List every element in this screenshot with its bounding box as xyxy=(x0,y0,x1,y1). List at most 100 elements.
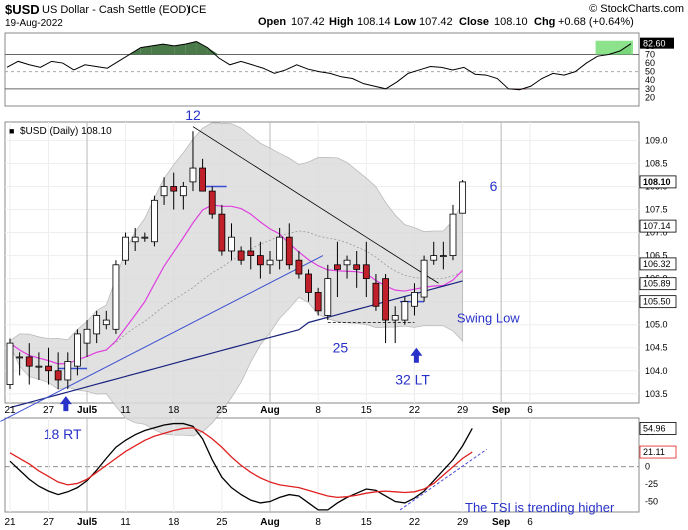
rsi-highlight-box xyxy=(595,40,633,55)
annotation-swing-low: Swing Low xyxy=(457,310,520,325)
price-y-label: 103.5 xyxy=(645,389,668,399)
candle-body xyxy=(189,167,197,183)
candle-body xyxy=(141,236,149,239)
candle-body xyxy=(334,264,341,270)
price-y-label: 105.0 xyxy=(645,320,668,330)
x-axis: 21 21 27 27 Jul5 Jul5 11 11 18 18 25 25 Aug Aug 8 8 15 15… xyxy=(4,405,533,528)
rsi-value-label: 82.60 xyxy=(643,39,666,49)
tsi-signal-line xyxy=(9,427,473,499)
x-tick-label: 22 xyxy=(409,405,421,416)
price-y-label: 104.0 xyxy=(645,366,668,376)
rsi-y-label: 70 xyxy=(645,49,655,59)
candle-body xyxy=(295,259,303,275)
price-value-box xyxy=(639,175,677,189)
candle-body xyxy=(247,250,255,256)
rsi-y-label: 30 xyxy=(645,84,655,94)
candle-body xyxy=(122,236,129,261)
price-y-label: 109.0 xyxy=(645,135,668,145)
high-value: 108.14 xyxy=(357,16,391,28)
price-value-label: 105.89 xyxy=(643,279,671,289)
annotation-12: 12 xyxy=(185,107,201,123)
high-label: High xyxy=(329,16,354,28)
price-y-label: 107.5 xyxy=(645,205,668,215)
x-tick-label: 27 xyxy=(43,405,55,416)
uptrend-line xyxy=(0,255,324,422)
x-tick-label-bottom: 25 xyxy=(216,517,228,528)
x-tick-label-bottom: 15 xyxy=(361,517,373,528)
candle-body xyxy=(459,181,467,214)
candle-body xyxy=(276,236,284,261)
rsi-overbought-fill xyxy=(140,45,152,55)
x-tick-label: 29 xyxy=(457,405,469,416)
rsi-overbought-fill xyxy=(207,47,219,55)
candle-body xyxy=(372,282,380,307)
candle-body xyxy=(160,186,168,197)
candle-body xyxy=(285,236,293,266)
candle-body xyxy=(391,315,399,321)
x-tick-label-bottom: 8 xyxy=(315,517,321,528)
tsi-y-label: 0 xyxy=(645,462,650,472)
candle-body xyxy=(74,333,81,367)
downtrend-line xyxy=(192,126,439,284)
candle-body xyxy=(439,255,447,257)
price-value-box xyxy=(639,295,677,309)
candle-body xyxy=(170,186,178,192)
x-tick-label: 18 xyxy=(168,405,180,416)
price-legend: $USD (Daily) 108.10 xyxy=(20,126,112,137)
candle-body xyxy=(228,236,235,252)
candle-body xyxy=(237,250,245,261)
x-tick-label-bottom: Sep xyxy=(492,517,510,528)
candle-body xyxy=(256,255,264,266)
tsi-value-label: 54.96 xyxy=(643,423,666,433)
instrument-name: US Dollar - Cash Settle (EOD) xyxy=(42,4,190,16)
candle-body xyxy=(305,273,312,293)
price-value-label: 105.50 xyxy=(643,297,671,307)
candle-body xyxy=(54,370,62,381)
price-value-label: 106.32 xyxy=(643,259,671,269)
x-tick-label: 11 xyxy=(120,405,131,416)
rsi-y-label: 50 xyxy=(645,67,655,77)
candle-body xyxy=(218,213,226,252)
price-legend-marker: ■ xyxy=(9,126,14,136)
price-value-box xyxy=(639,219,677,233)
price-value-box xyxy=(639,277,677,291)
x-tick-label-bottom: 21 xyxy=(4,517,16,528)
rsi-overbought-fill xyxy=(185,41,197,55)
price-layer: 109.0108.5108.0107.5107.0106.5106.0105.5… xyxy=(0,107,677,442)
rsi-overbought-fill xyxy=(174,44,186,55)
candle-body xyxy=(382,278,389,321)
candle-body xyxy=(102,319,110,326)
rsi-y-label: 60 xyxy=(645,58,655,68)
price-y-label: 107.0 xyxy=(645,228,668,238)
chart-header: $USD US Dollar - Cash Settle (EOD) ICE ©… xyxy=(5,2,684,29)
chart-date: 19-Aug-2022 xyxy=(5,18,63,29)
candle-body xyxy=(131,236,139,243)
x-tick-label: Aug xyxy=(260,405,279,416)
rsi-overbought-fill xyxy=(196,41,208,55)
rsi-panel xyxy=(4,32,640,107)
candle-body xyxy=(35,365,43,368)
rsi-y-label: 40 xyxy=(645,75,655,85)
price-value-label: 107.14 xyxy=(643,221,671,231)
price-value-label: 108.10 xyxy=(643,177,671,187)
close-value: 108.10 xyxy=(494,16,528,28)
annotation-6: 6 xyxy=(490,178,498,194)
open-label: Open xyxy=(258,16,286,28)
rsi-line xyxy=(6,41,632,91)
x-tick-label: 15 xyxy=(361,405,373,416)
x-tick-label: 8 xyxy=(315,405,321,416)
x-tick-label-bottom: Aug xyxy=(260,517,279,528)
symbol-label: $USD xyxy=(5,2,40,17)
candle-body xyxy=(266,259,274,266)
rsi-layer: 8070605040302082.60 xyxy=(5,37,674,102)
candle-body xyxy=(343,259,351,266)
low-value: 107.42 xyxy=(419,16,453,28)
arrow-18rt-icon xyxy=(59,396,72,412)
candle-body xyxy=(179,186,187,197)
candle-body xyxy=(324,278,332,316)
exchange-label: ICE xyxy=(188,4,206,16)
price-value-box xyxy=(639,257,677,271)
price-y-label: 108.5 xyxy=(645,158,668,168)
x-tick-label-bottom: Jul5 xyxy=(77,517,97,528)
